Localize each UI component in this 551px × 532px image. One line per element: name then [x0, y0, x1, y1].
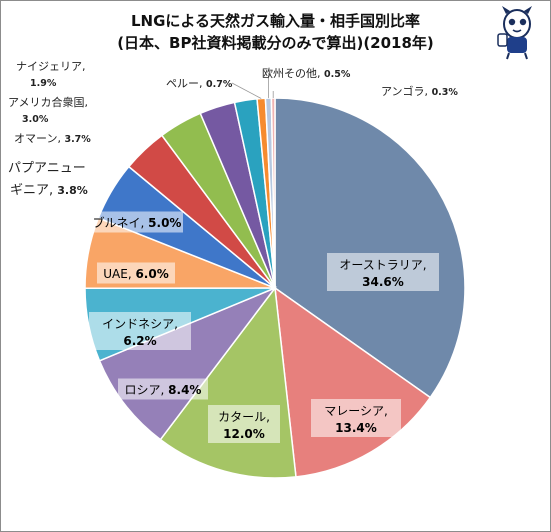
data-label-2: カタール, 12.0%: [218, 410, 270, 441]
pie-slice-0: [274, 97, 466, 399]
data-label-4: インドネシア, 6.2%: [102, 317, 178, 348]
data-label-6: ブルネイ, 5.0%: [93, 215, 182, 230]
data-label-1: マレーシア, 13.4%: [324, 404, 388, 435]
data-label-0: オーストラリア, 34.6%: [339, 258, 426, 289]
data-label-9: アメリカ合衆国, 3.0%: [8, 95, 88, 125]
data-label-box-4: [89, 312, 191, 350]
data-label-13: アンゴラ, 0.3%: [381, 84, 458, 98]
data-label-box-0: [327, 253, 439, 291]
data-label-box-1: [311, 399, 401, 437]
data-label-box-2: [208, 405, 280, 443]
data-label-5: UAE, 6.0%: [103, 267, 168, 281]
data-label-11: ペルー, 0.7%: [166, 77, 233, 90]
data-label-box-5: [97, 262, 175, 284]
data-label-box-3: [118, 378, 208, 400]
chart-title: LNGによる天然ガス輸入量・相手国別比率 (日本、BP社資料掲載分のみで算出)(…: [0, 10, 551, 54]
pie-slice-3: [98, 286, 278, 441]
data-label-3: ロシア, 8.4%: [125, 383, 202, 397]
data-label-12: 欧州その他, 0.5%: [262, 67, 351, 80]
data-label-8: オマーン, 3.7%: [14, 132, 91, 145]
pie-slice-13: [270, 97, 276, 289]
chart-title-line1: LNGによる天然ガス輸入量・相手国別比率: [131, 12, 420, 30]
data-label-10: ナイジェリア, 1.9%: [16, 60, 86, 89]
data-label-7: パプアニューギニア, 3.8%: [8, 161, 88, 198]
chart-title-line2: (日本、BP社資料掲載分のみで算出)(2018年): [117, 34, 434, 52]
data-label-box-6: [91, 211, 183, 233]
leader-line-11: [231, 82, 262, 99]
mascot-logo-icon: [497, 6, 532, 60]
